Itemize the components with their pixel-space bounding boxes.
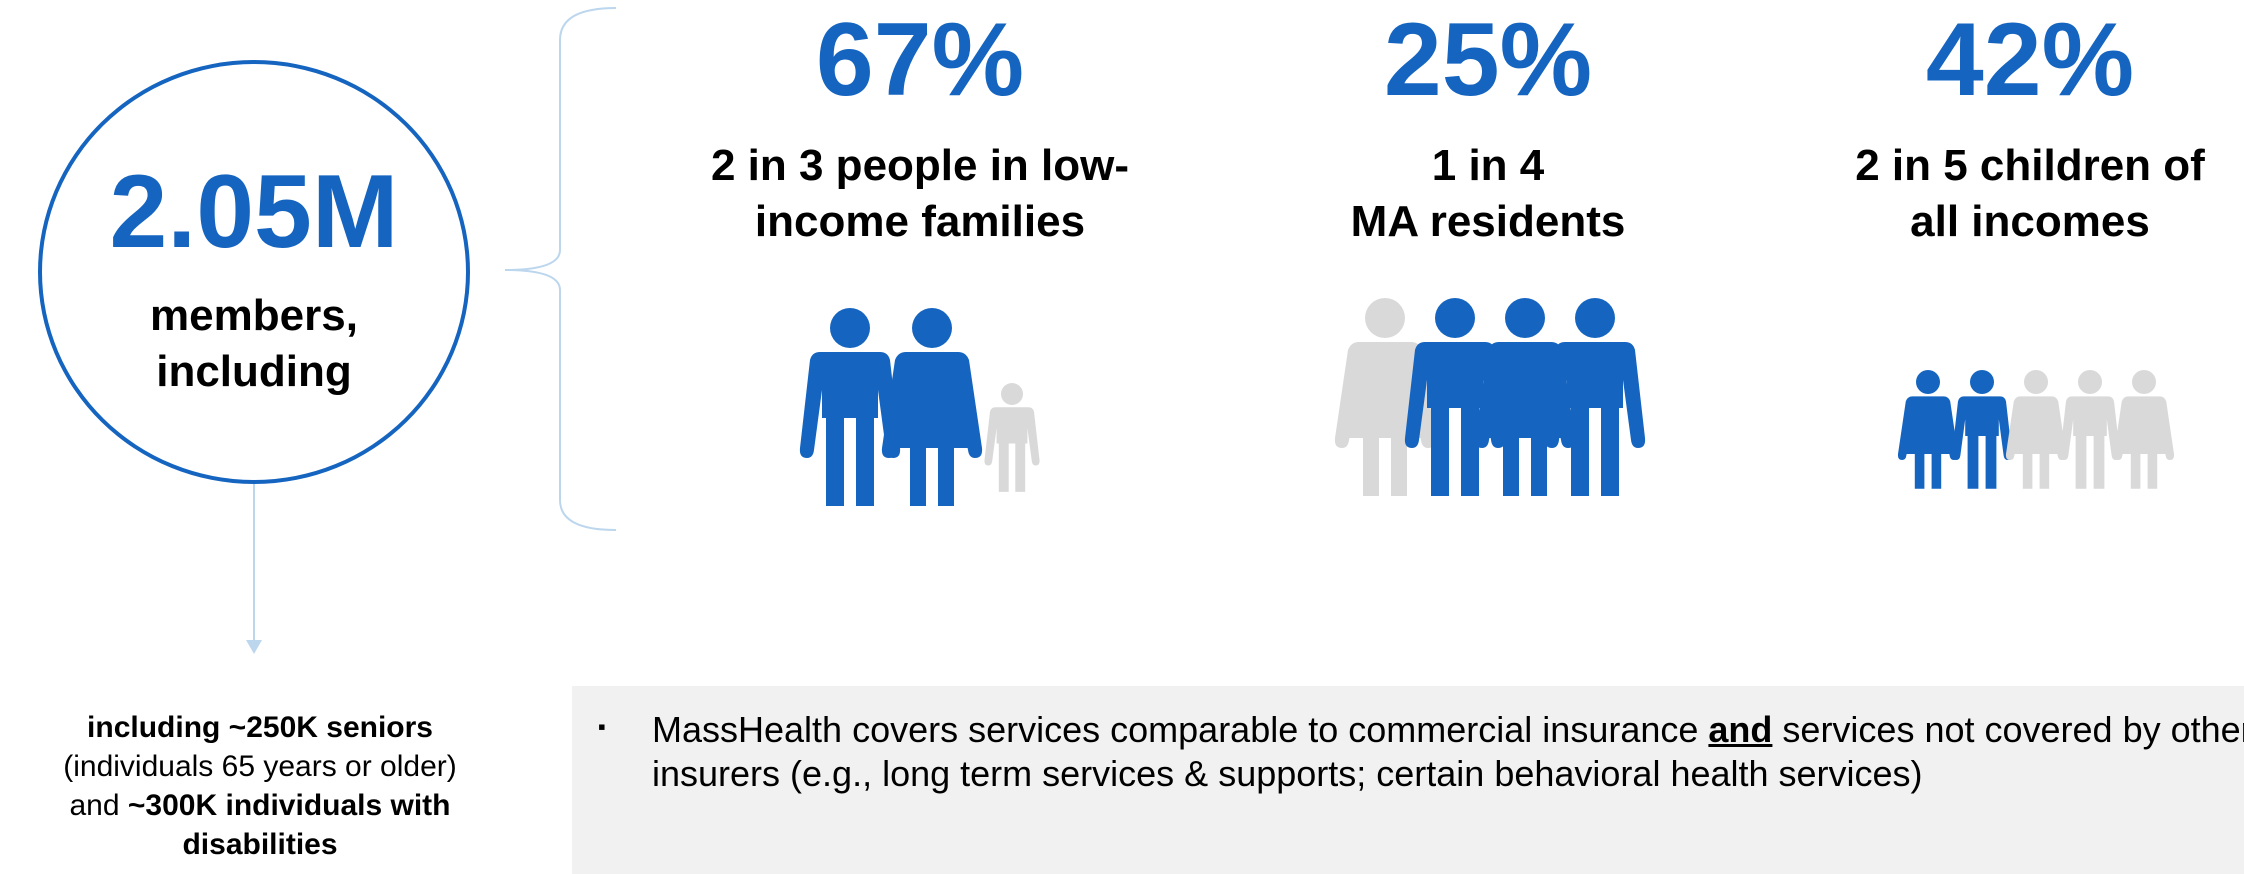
stat-description-3: 2 in 5 children of all incomes	[1855, 141, 2205, 246]
stat-description-2: 1 in 4 MA residents	[1350, 141, 1626, 246]
bullet-panel	[572, 686, 2244, 874]
arrow-head-icon	[246, 640, 262, 654]
members-circle	[38, 60, 470, 484]
stat-percent-2: 25%	[1383, 2, 1593, 118]
bullet-square-icon: ▪	[598, 714, 606, 739]
stat-description-1: 2 in 3 people in low- income families	[710, 141, 1130, 246]
bracket-line	[504, 7, 617, 531]
stat-percent-3: 42%	[1925, 2, 2135, 118]
members-label: members, including	[38, 288, 470, 400]
seniors-disabilities-note: including ~250K seniors (individuals 65 …	[63, 711, 457, 861]
family-figures-icon	[799, 308, 1040, 506]
members-value: 2.05M	[109, 154, 399, 270]
children-figures-icon	[1897, 370, 2175, 489]
members-label-line2: including	[156, 347, 352, 396]
bullet-emphasis: and	[1708, 709, 1773, 750]
members-label-line1: members,	[150, 291, 358, 340]
bullet-text: MassHealth covers services comparable to…	[652, 709, 2244, 794]
residents-figures-icon	[1334, 298, 1646, 496]
stat-percent-1: 67%	[815, 2, 1025, 118]
